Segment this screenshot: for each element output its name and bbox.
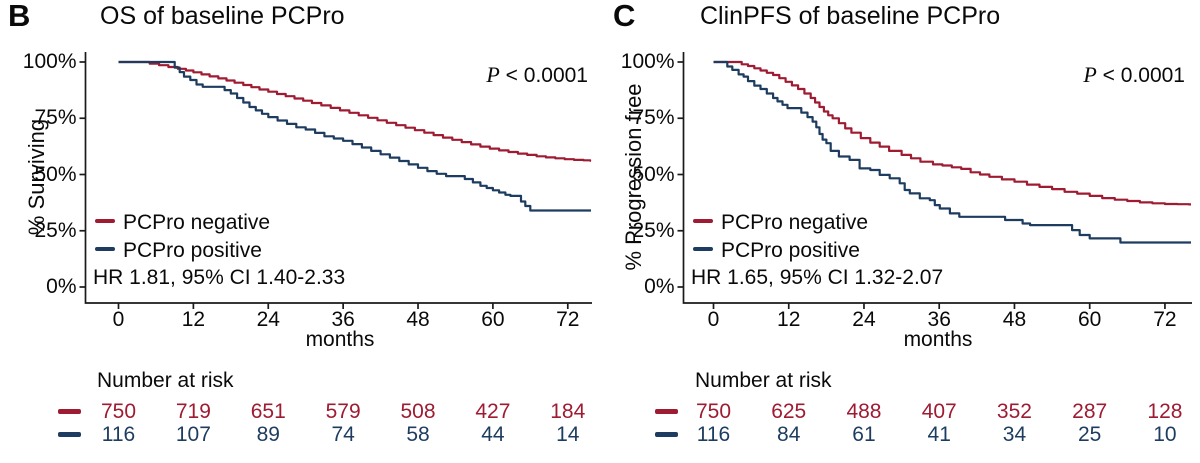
x-tick-label: 48 [406,308,430,331]
risk-count: 750 [100,400,137,423]
x-tick-label: 12 [181,308,206,331]
pvalue-text: < 0.0001 [1096,64,1185,87]
panel-b-hazard-ratio: HR 1.81, 95% CI 1.40-2.33 [93,266,346,289]
risk-count: 74 [331,423,355,446]
risk-count: 488 [846,400,882,423]
x-tick-label: 36 [927,308,951,331]
risk-count: 128 [1147,400,1183,423]
y-tick-label: 0% [46,275,77,298]
panel-b-pvalue: P < 0.0001 [368,62,588,88]
risk-row-dash-icon [58,432,81,437]
x-tick-label: 36 [331,308,355,331]
panel-b-letter: B [8,0,31,33]
panel-b-x-axis-label: months [305,328,375,351]
panel-b-legend-positive: PCPro positive [95,239,262,263]
panel-c-hazard-ratio: HR 1.65, 95% CI 1.32-2.07 [691,266,944,289]
x-tick-label: 12 [777,308,801,331]
x-tick-label: 0 [112,308,125,331]
risk-count: 58 [406,423,430,446]
survival-curve-negative [713,60,1191,206]
y-tick-label: 100% [620,50,675,73]
panel-c-x-axis-label: months [903,328,973,351]
risk-count: 44 [481,423,505,446]
panel-b-title: OS of baseline PCPro [100,2,345,30]
legend-label: PCPro positive [721,239,860,262]
y-tick-label: 25% [34,218,77,242]
risk-count: 287 [1072,400,1108,423]
legend-label: PCPro positive [123,239,262,262]
x-tick-label: 24 [256,308,280,331]
risk-count: 427 [475,400,511,423]
y-tick-label: 50% [34,162,77,186]
panel-c-legend-positive: PCPro positive [693,239,860,263]
panel-c-pvalue: P < 0.0001 [965,62,1185,88]
y-tick-label: 75% [34,106,77,130]
y-tick-label: 75% [632,106,675,130]
risk-count: 508 [400,400,436,423]
x-tick-label: 72 [556,308,580,331]
panel-c-legend-negative: PCPro negative [693,211,868,235]
risk-count: 579 [325,400,361,423]
risk-count: 41 [927,423,951,446]
survival-curve-positive [713,60,1191,244]
legend-dash-negative-icon [95,219,115,224]
x-tick-label: 48 [1002,308,1027,331]
axis-lines [682,52,1192,304]
panel-b-legend-negative: PCPro negative [95,211,270,235]
risk-count: 34 [1002,423,1027,446]
axis-lines [84,52,592,304]
risk-count: 61 [852,423,876,446]
risk-count: 14 [556,423,580,446]
risk-count: 89 [256,423,280,446]
x-tick-label: 72 [1153,308,1177,331]
pvalue-text: < 0.0001 [499,64,588,87]
risk-count: 10 [1153,423,1177,446]
risk-count: 116 [696,423,731,446]
x-tick-label: 60 [1078,308,1102,331]
panel-c-risk-table-header: Number at risk [695,369,832,392]
risk-count: 625 [771,400,807,423]
risk-count: 184 [550,400,586,423]
risk-count: 107 [175,423,211,446]
risk-count: 84 [777,423,801,446]
pvalue-symbol: P [486,62,500,87]
risk-count: 407 [921,400,957,423]
legend-dash-negative-icon [693,219,713,224]
legend-dash-positive-icon [95,247,115,252]
risk-row-dash-icon [655,409,678,414]
y-tick-label: 0% [644,275,675,298]
x-tick-label: 60 [481,308,505,331]
risk-count: 750 [695,400,732,423]
panel-c-letter: C [613,0,636,33]
risk-row-dash-icon [58,409,81,414]
risk-count: 352 [996,400,1032,423]
risk-count: 719 [175,400,211,423]
risk-count: 651 [250,400,286,423]
legend-dash-positive-icon [693,247,713,252]
y-tick-label: 100% [22,50,77,73]
risk-count: 25 [1078,423,1102,446]
survival-curve-positive [118,60,592,212]
panel-c-title: ClinPFS of baseline PCPro [700,2,1001,30]
y-tick-label: 25% [632,218,675,242]
risk-row-dash-icon [655,432,678,437]
x-tick-label: 24 [852,308,876,331]
survival-curve-negative [118,60,592,162]
y-tick-label: 50% [632,162,675,186]
x-tick-label: 0 [707,308,720,331]
panel-b-risk-table-header: Number at risk [97,369,234,392]
pvalue-symbol: P [1083,62,1097,87]
legend-label: PCPro negative [721,211,869,234]
risk-count: 116 [101,423,136,446]
legend-label: PCPro negative [123,211,271,234]
